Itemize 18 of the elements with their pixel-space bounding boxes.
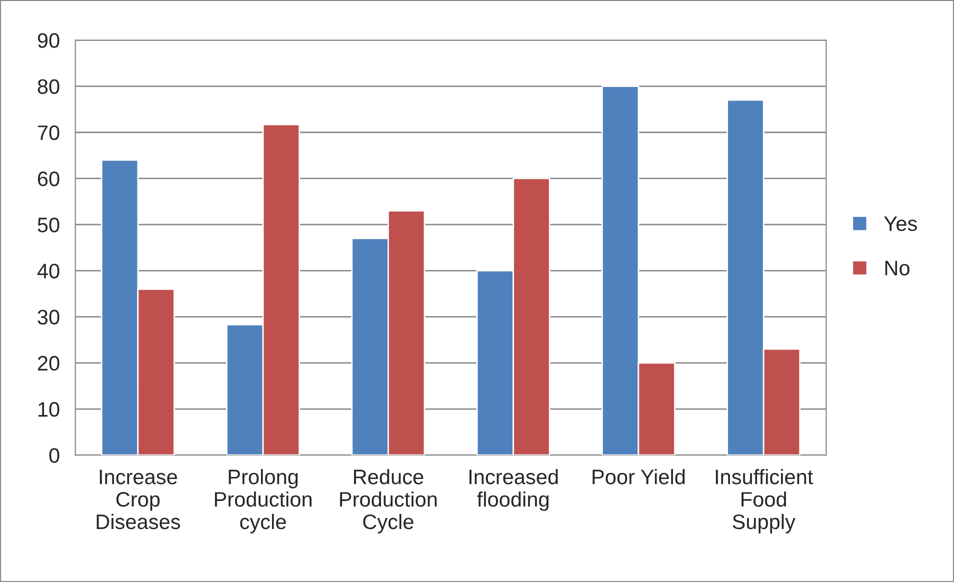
y-tick-label: 70: [38, 125, 60, 140]
legend-label: Yes: [884, 216, 917, 232]
x-tick-label: Poor Yield: [592, 469, 685, 484]
y-tick-label: 30: [38, 310, 60, 325]
x-tick-label: Reduce Production Cycle: [340, 469, 437, 534]
y-tick-label: 40: [37, 264, 60, 278]
legend-label: No: [885, 260, 910, 276]
y-tick-label: 50: [38, 218, 60, 232]
y-tick-label: 10: [38, 402, 60, 417]
y-tick-label: 20: [38, 356, 60, 371]
y-tick-label: 90: [38, 33, 60, 48]
x-tick-label: Insufficient Food Supply: [716, 469, 814, 534]
y-tick-label: 80: [38, 79, 60, 94]
y-tick-label: 60: [38, 171, 60, 186]
x-tick-label: Prolong Production cycle: [214, 469, 312, 534]
x-tick-label: Increased flooding: [470, 469, 558, 511]
y-tick-label: 0: [49, 448, 60, 463]
x-tick-label: Increase Crop Diseases: [96, 470, 180, 530]
